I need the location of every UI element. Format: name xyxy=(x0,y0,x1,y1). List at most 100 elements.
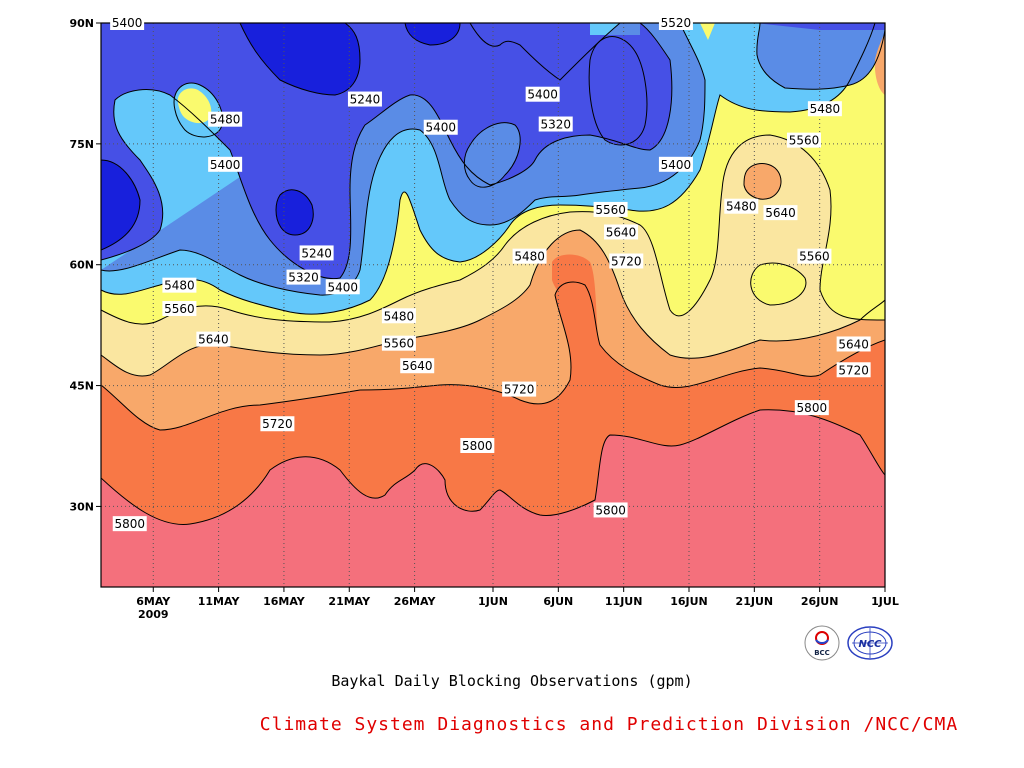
contour-label-text: 5720 xyxy=(838,363,869,377)
contour-label-bg xyxy=(836,362,871,378)
x-tick-label: 21JUN xyxy=(736,595,774,608)
contour-label-text: 5720 xyxy=(504,383,535,397)
contour-label: 5480 xyxy=(807,101,842,117)
contour-line-5240 xyxy=(101,23,648,251)
contour-label: 5640 xyxy=(763,205,798,221)
contour-label-bg xyxy=(162,277,197,293)
contour-label-bg xyxy=(208,111,243,127)
contour-label: 5480 xyxy=(512,248,547,264)
contour-label: 5720 xyxy=(502,381,537,397)
x-tick-label: 11JUN xyxy=(605,595,643,608)
contour-label-text: 5640 xyxy=(606,225,637,239)
contour-label: 5400 xyxy=(658,156,693,172)
x-tick-label: 11MAY xyxy=(198,595,241,608)
contour-label: 5320 xyxy=(538,116,573,132)
contour-label: 5720 xyxy=(260,416,295,432)
contour-label-bg xyxy=(400,358,435,374)
contour-label: 5400 xyxy=(325,279,360,295)
contour-label-bg xyxy=(724,198,759,214)
contour-label-bg xyxy=(423,119,458,135)
contour-label: 5520 xyxy=(658,15,693,30)
fill-bubble-5480-5560-may xyxy=(177,88,212,124)
contour-label-text: 5560 xyxy=(789,134,820,148)
contour-label-text: 5400 xyxy=(327,280,358,294)
y-tick-label: 30N xyxy=(69,500,94,513)
contour-label-bg xyxy=(208,156,243,172)
contour-label: 5400 xyxy=(423,119,458,135)
contour-label-text: 5480 xyxy=(384,309,415,323)
x-tick-label: 16MAY xyxy=(263,595,306,608)
contour-label: 5720 xyxy=(609,253,644,269)
contour-label-bg xyxy=(538,116,573,132)
ncc-logo: NCC xyxy=(847,626,893,660)
contour-label: 5480 xyxy=(381,308,416,324)
fill-bubble-5320-5400-jun xyxy=(464,122,521,188)
contour-label-bg xyxy=(786,132,821,148)
contour-label: 5800 xyxy=(112,516,147,532)
contour-label: 5720 xyxy=(836,362,871,378)
y-tick-label: 45N xyxy=(69,380,94,393)
contour-label-bg xyxy=(347,91,382,107)
contour-label-text: 5480 xyxy=(726,200,757,214)
x-tick-label: 6MAY xyxy=(136,595,171,608)
contour-label-text: 5400 xyxy=(112,16,143,30)
contour-label: 5400 xyxy=(525,86,560,102)
x-tick-label: 16JUN xyxy=(670,595,708,608)
contour-label: 5480 xyxy=(208,111,243,127)
contour-label: 5400 xyxy=(110,15,145,30)
y-tick-label: 75N xyxy=(69,138,94,151)
contour-label: 5240 xyxy=(299,245,334,260)
contour-label-bg xyxy=(797,248,832,264)
contour-label-bg xyxy=(325,279,360,295)
contour-label-text: 5320 xyxy=(288,271,319,285)
x-axis: 6MAY 11MAY 16MAY 21MAY 26MAY 1JUN 6JUN 11JUN 16J… xyxy=(136,587,899,621)
contour-label-bg xyxy=(381,308,416,324)
contour-label: 5240 xyxy=(347,91,382,107)
contour-label-bg xyxy=(807,101,842,117)
contour-label-text: 5480 xyxy=(810,102,841,116)
contour-label: 5560 xyxy=(162,301,197,317)
contour-label-text: 5800 xyxy=(462,439,493,453)
contour-label: 5560 xyxy=(786,132,821,148)
contour-label-text: 5720 xyxy=(262,417,293,431)
contour-label-text: 5400 xyxy=(425,121,456,135)
contour-label-bg xyxy=(381,335,416,351)
contour-label-text: 5240 xyxy=(350,93,381,107)
contour-label-text: 5480 xyxy=(514,250,545,264)
contour-label-bg xyxy=(260,416,295,432)
contour-label-text: 5480 xyxy=(210,113,241,127)
contour-label-text: 5720 xyxy=(611,254,642,268)
contour-label-text: 5640 xyxy=(838,337,869,351)
contour-label-bg xyxy=(502,381,537,397)
x-tick-label: 1JUL xyxy=(871,595,899,608)
fill-bubble-5240-5320-jun xyxy=(589,36,647,145)
contour-label-text: 5800 xyxy=(797,401,828,415)
contour-label-bg xyxy=(593,502,628,518)
contour-label-bg xyxy=(794,400,829,416)
fill-bubble-5720-5800-jun xyxy=(552,254,600,345)
contour-label: 5800 xyxy=(460,438,495,453)
contour-label-bg xyxy=(836,336,871,352)
chart-caption: Baykal Daily Blocking Observations (gpm) xyxy=(331,672,693,690)
contour-label-text: 5560 xyxy=(595,203,626,217)
contour-label-text: 5400 xyxy=(210,158,241,172)
contour-label-text: 5400 xyxy=(661,158,692,172)
contour-label-text: 5240 xyxy=(301,246,332,260)
contour-label-bg xyxy=(593,201,628,217)
contour-label-text: 5800 xyxy=(595,503,626,517)
y-tick-label: 60N xyxy=(69,259,94,272)
x-tick-label: 6JUN xyxy=(543,595,573,608)
contour-label-bg xyxy=(658,15,693,30)
contour-label-text: 5640 xyxy=(198,333,229,347)
contour-line-5320 xyxy=(101,23,673,280)
contour-label-bg xyxy=(525,86,560,102)
x-tick-label: 1JUN xyxy=(478,595,508,608)
contour-label: 5400 xyxy=(208,156,243,172)
contour-label-text: 5320 xyxy=(540,118,571,132)
contour-label: 5640 xyxy=(604,224,639,240)
contour-label-bg xyxy=(162,301,197,317)
contour-label-bg xyxy=(658,156,693,172)
contour-label: 5640 xyxy=(400,358,435,374)
contour-label-bg xyxy=(512,248,547,264)
